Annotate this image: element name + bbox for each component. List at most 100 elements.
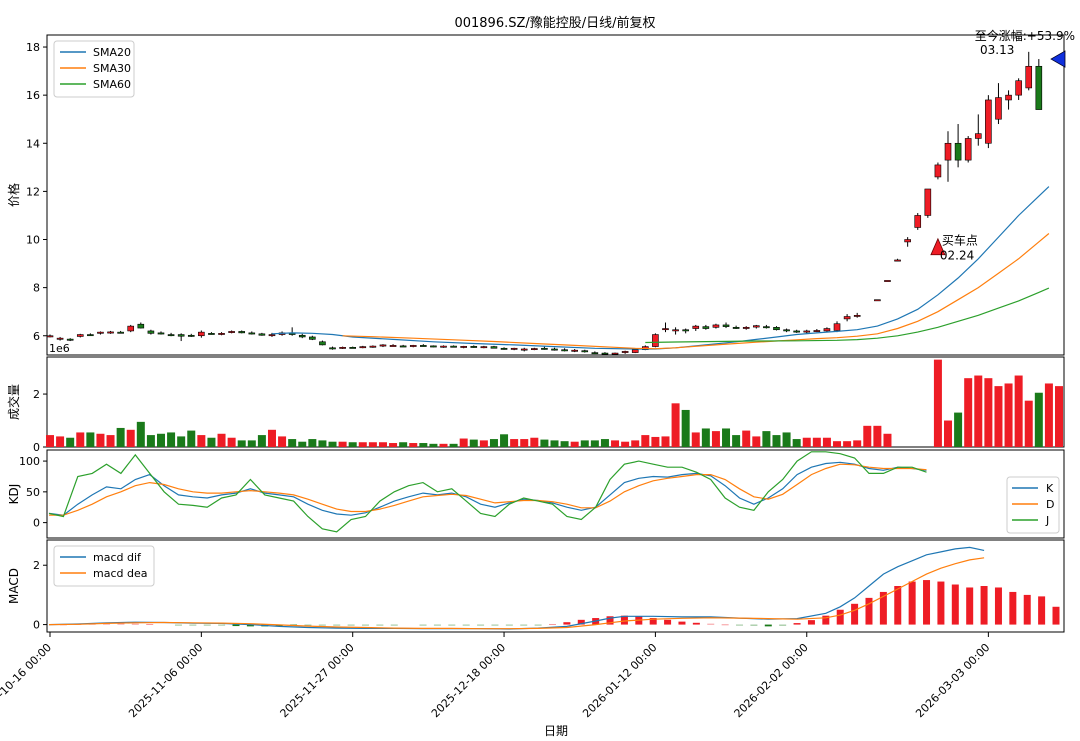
macd-hist-bar <box>620 615 628 625</box>
macd-hist-bar <box>577 619 585 625</box>
candle-body <box>591 352 599 355</box>
legend-label: SMA60 <box>93 78 131 91</box>
candle-body <box>198 331 205 337</box>
candle-body <box>167 334 175 337</box>
kdj-frame <box>46 449 1065 539</box>
macd-hist-bar <box>534 624 542 626</box>
buy-label: 买车点 <box>942 233 978 248</box>
price-ylabel: 价格 <box>6 183 21 207</box>
kdj-ytick-label: 0 <box>33 517 40 530</box>
candle-body <box>157 332 165 335</box>
volume-bar <box>863 425 872 447</box>
price-legend-box <box>53 40 135 98</box>
candle-body <box>541 347 548 350</box>
volume-bar <box>106 435 115 447</box>
macd-ylabel: MACD <box>7 568 21 604</box>
macd-hist-bar <box>491 624 499 626</box>
legend-label: macd dea <box>93 567 147 580</box>
volume-offset-label: 1e6 <box>49 342 70 355</box>
macd-hist-bar <box>549 623 556 625</box>
candle-body <box>621 351 629 353</box>
macd-hist-bar <box>1023 594 1031 625</box>
macd-hist-bar <box>822 615 830 625</box>
macd-hist-bar <box>851 603 859 625</box>
candle-body <box>137 323 145 329</box>
kdj-legend-box <box>1006 476 1060 534</box>
volume-ytick-label: 2 <box>33 388 40 401</box>
volume-bar <box>308 439 317 447</box>
kdj-ylabel: KDJ <box>7 484 21 505</box>
volume-bar <box>278 436 287 447</box>
macd-frame <box>46 539 1065 633</box>
macd-hist-bar <box>836 609 844 625</box>
macd-hist-bar <box>232 624 240 627</box>
price-ytick-label: 10 <box>26 234 40 247</box>
candle-body <box>66 338 74 341</box>
candle-body <box>117 331 124 334</box>
volume-bar <box>520 439 529 447</box>
candle-body <box>732 327 740 329</box>
candle-body <box>460 346 467 348</box>
volume-bar <box>621 441 630 447</box>
volume-bar <box>631 440 640 447</box>
candle-body <box>228 331 235 333</box>
macd-hist-bar <box>692 622 700 625</box>
volume-bar <box>742 430 751 447</box>
volume-bar <box>217 433 226 447</box>
candle-body <box>107 331 114 334</box>
candle-body <box>813 330 821 332</box>
volume-bar <box>883 433 892 447</box>
volume-bar <box>1055 386 1063 447</box>
kdj-j-line <box>48 451 927 533</box>
macd-hist-bar <box>174 624 182 626</box>
macd-hist-bar <box>218 624 226 626</box>
volume-bar <box>489 439 498 447</box>
volume-bar <box>197 435 206 447</box>
volume-bar <box>46 435 54 447</box>
candle-body <box>722 324 730 327</box>
candle-body <box>581 350 589 353</box>
volume-bar <box>66 437 75 447</box>
candle-body <box>985 99 992 144</box>
volume-bar <box>207 437 216 447</box>
volume-bar <box>944 420 953 447</box>
volume-bar <box>833 441 842 447</box>
candle-body <box>803 330 811 333</box>
candle-body <box>218 333 225 335</box>
candle-body <box>359 346 367 349</box>
candle-body <box>924 188 932 216</box>
candle-body <box>631 349 639 353</box>
volume-bar <box>156 433 165 447</box>
price-ytick-label: 8 <box>33 282 40 295</box>
volume-bar <box>419 443 428 447</box>
candle-body <box>268 334 276 337</box>
candle-body <box>974 133 982 139</box>
kdj-legend: KDJ <box>1006 476 1060 534</box>
candle-body <box>1035 65 1043 110</box>
volume-bar <box>792 439 801 447</box>
volume-bar <box>550 440 559 447</box>
volume-bar <box>399 442 408 447</box>
macd-hist-bar <box>246 624 254 627</box>
volume-bar <box>782 432 791 447</box>
candle-body <box>510 347 518 350</box>
candle-body <box>763 326 770 329</box>
volume-bar <box>843 441 852 447</box>
volume-bar <box>227 437 236 447</box>
volume-bar <box>722 428 731 447</box>
macd-hist-bar <box>779 624 787 626</box>
x-tick-label: 2025-11-06 00:00 <box>126 641 205 720</box>
volume-bar <box>772 435 781 447</box>
volume-bar <box>994 386 1003 447</box>
volume-bar <box>822 437 831 447</box>
volume-bar <box>510 439 519 447</box>
volume-frame <box>46 356 1065 448</box>
price-ytick-label: 16 <box>26 89 40 102</box>
candle-body <box>127 325 135 332</box>
candle-body <box>843 316 851 320</box>
macd-hist-bar <box>1038 596 1046 625</box>
volume-bar <box>984 378 993 447</box>
volume-bar <box>187 430 196 447</box>
macd-legend-box <box>53 545 155 587</box>
